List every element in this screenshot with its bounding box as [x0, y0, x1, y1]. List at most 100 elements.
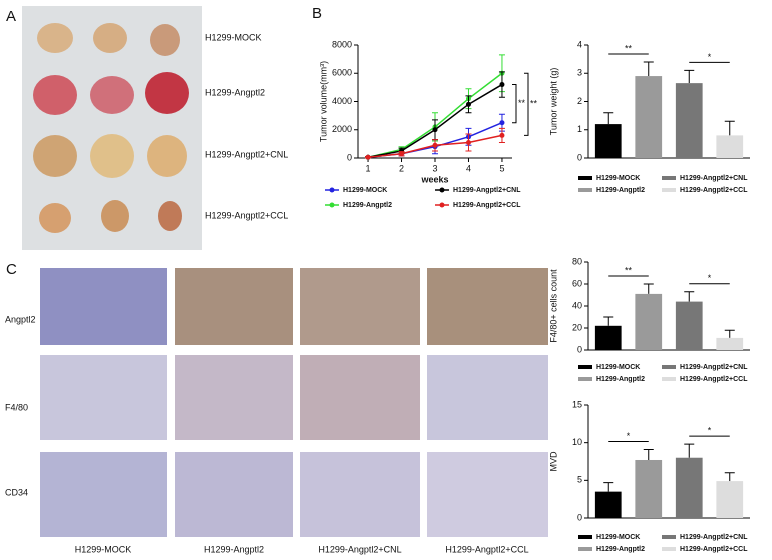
legend-swatch — [578, 377, 592, 381]
significance-label: * — [708, 273, 712, 283]
y-tick-label: 0 — [347, 152, 352, 162]
significance-label: * — [708, 426, 712, 436]
legend-label: H1299-Angptl2+CNL — [453, 187, 521, 194]
legend-marker — [329, 187, 335, 193]
tumor-label: H1299-MOCK — [205, 32, 262, 42]
legend-swatch — [662, 365, 676, 369]
legend-label: H1299-Angptl2 — [596, 376, 645, 383]
y-tick-label: 2 — [577, 96, 582, 106]
panel-letter: A — [6, 8, 16, 25]
bar — [675, 83, 703, 158]
panel-letter: C — [6, 261, 17, 278]
legend-swatch — [578, 535, 592, 539]
legend-label: H1299-Angptl2+CNL — [680, 364, 748, 371]
x-tick-label: 5 — [499, 163, 504, 173]
bar — [594, 124, 622, 158]
significance-label: ** — [625, 265, 633, 275]
legend-label: H1299-Angptl2+CNL — [680, 534, 748, 541]
y-tick-label: 2000 — [332, 124, 352, 134]
y-tick-label: 10 — [572, 437, 582, 447]
y-tick-label: 40 — [572, 300, 582, 310]
legend-swatch — [578, 188, 592, 192]
ihc-row-label: CD34 — [5, 487, 28, 497]
y-tick-label: 1 — [577, 124, 582, 134]
ihc-column-label: H1299-Angptl2+CNL — [318, 544, 401, 554]
error-bar — [643, 283, 654, 294]
bar — [635, 293, 663, 350]
bar — [635, 76, 663, 158]
y-tick-label: 3 — [577, 68, 582, 78]
significance-label: ** — [530, 99, 538, 109]
y-tick-label: 6000 — [332, 68, 352, 78]
y-tick-label: 4 — [577, 39, 582, 49]
point — [499, 120, 505, 126]
y-tick-label: 0 — [577, 344, 582, 354]
error-bar — [643, 61, 654, 77]
error-bar — [603, 316, 614, 326]
significance-bracket — [512, 84, 517, 124]
legend-label: H1299-Angptl2+CCL — [453, 202, 521, 209]
ihc-row-label: F4/80 — [5, 402, 28, 412]
legend-label: H1299-Angptl2+CCL — [680, 546, 748, 553]
y-axis-label: MVD — [548, 451, 558, 472]
legend-label: H1299-Angptl2+CCL — [680, 376, 748, 383]
legend-swatch — [662, 535, 676, 539]
y-axis-label: Tumor volume(mm³) — [318, 61, 328, 142]
ihc-column-label: H1299-Angptl2 — [204, 544, 264, 554]
legend-swatch — [662, 547, 676, 551]
legend-label: H1299-Angptl2+CCL — [680, 187, 748, 194]
ihc-column-label: H1299-Angptl2+CCL — [445, 544, 528, 554]
bar — [716, 135, 744, 158]
x-tick-label: 4 — [466, 163, 471, 173]
bar — [716, 337, 744, 350]
panel-letter: B — [312, 5, 322, 22]
legend-marker — [329, 202, 335, 208]
x-axis-label: weeks — [420, 174, 448, 184]
x-tick-label: 1 — [366, 163, 371, 173]
legend-swatch — [662, 188, 676, 192]
legend-label: H1299-Angptl2 — [596, 187, 645, 194]
y-tick-label: 60 — [572, 278, 582, 288]
legend-label: H1299-MOCK — [596, 175, 640, 182]
ihc-row-label: Angptl2 — [5, 314, 36, 324]
bar — [635, 459, 663, 518]
error-bar — [724, 329, 735, 338]
point — [432, 142, 438, 148]
legend-label: H1299-MOCK — [596, 534, 640, 541]
significance-label: * — [627, 431, 631, 441]
legend-label: H1299-MOCK — [596, 364, 640, 371]
error-bar — [684, 291, 695, 302]
tumor-label: H1299-Angptl2+CNL — [205, 149, 288, 159]
tumor-photo — [22, 6, 202, 250]
error-bar — [724, 472, 735, 482]
significance-label: * — [708, 52, 712, 62]
error-bar — [684, 443, 695, 458]
y-tick-label: 80 — [572, 256, 582, 266]
bar — [716, 481, 744, 518]
x-tick-label: 3 — [432, 163, 437, 173]
point — [499, 82, 505, 88]
point — [499, 132, 505, 138]
bar — [675, 301, 703, 350]
legend-label: H1299-Angptl2+CNL — [680, 175, 748, 182]
point — [432, 127, 438, 133]
error-bar — [684, 69, 695, 84]
error-bar — [643, 448, 654, 460]
legend-swatch — [662, 377, 676, 381]
significance-label: ** — [625, 43, 633, 53]
y-tick-label: 4000 — [332, 96, 352, 106]
legend-swatch — [578, 176, 592, 180]
y-tick-label: 15 — [572, 399, 582, 409]
x-tick-label: 2 — [399, 163, 404, 173]
ihc-column-label: H1299-MOCK — [75, 544, 132, 554]
point — [399, 151, 405, 157]
y-axis-label: F4/80+ cells count — [548, 269, 558, 343]
legend-marker — [439, 202, 445, 208]
y-axis-label: Tumor weight (g) — [548, 68, 558, 136]
error-bar — [603, 482, 614, 492]
y-tick-label: 0 — [577, 512, 582, 522]
y-tick-label: 20 — [572, 322, 582, 332]
legend-label: H1299-Angptl2 — [343, 202, 392, 209]
tumor-label: H1299-Angptl2 — [205, 87, 265, 97]
